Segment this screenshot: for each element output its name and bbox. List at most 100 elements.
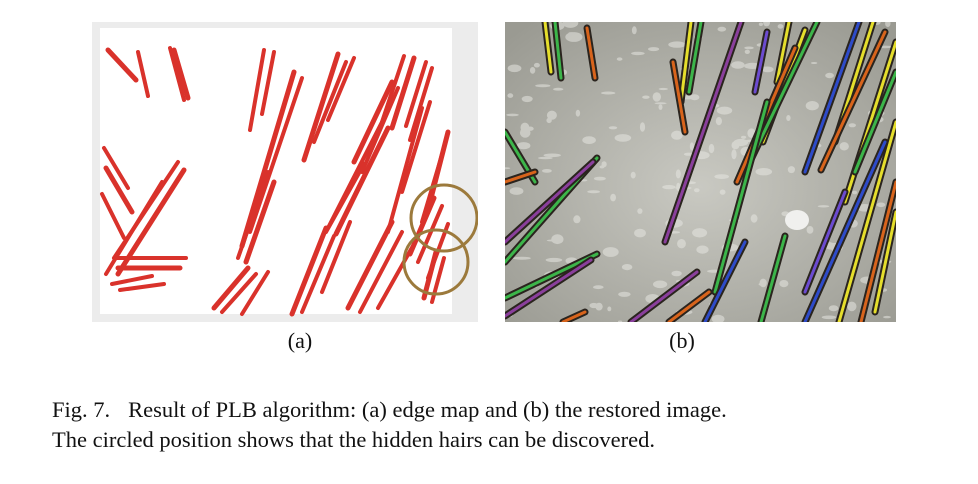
skin-speck	[520, 122, 530, 133]
caption-line-2: The circled position shows that the hidd…	[52, 427, 655, 452]
skin-speck	[608, 126, 618, 130]
skin-speck	[637, 208, 643, 214]
edge-segment	[236, 170, 270, 260]
skin-speck	[639, 122, 646, 132]
edge-segment	[118, 282, 166, 292]
edge-segment	[110, 274, 154, 286]
hair-overlay	[803, 20, 861, 174]
skin-speck	[593, 285, 604, 290]
edge-segment	[300, 234, 336, 314]
hair-overlay	[837, 120, 898, 324]
hair-overlay	[775, 20, 791, 84]
edge-segment	[211, 265, 251, 311]
skin-speck	[610, 193, 616, 202]
hair-overlay	[873, 210, 898, 314]
edge-segment	[420, 146, 446, 224]
skin-speck	[731, 149, 737, 160]
edge-segment	[400, 100, 432, 194]
skin-speck	[777, 24, 784, 29]
figure-number: Fig. 7.	[52, 397, 111, 422]
skin-speck	[507, 93, 514, 98]
edge-segment	[301, 51, 341, 163]
skin-speck	[694, 188, 700, 193]
hair-overlay	[803, 140, 887, 324]
skin-speck	[733, 138, 749, 147]
skin-speck	[642, 95, 650, 99]
hair-overlay	[663, 20, 743, 244]
skin-speck	[582, 136, 596, 144]
skin-speck	[553, 87, 564, 91]
skin-speck	[758, 282, 766, 286]
skin-speck	[535, 84, 551, 88]
edge-segment	[320, 220, 352, 294]
skin-speck	[621, 264, 633, 271]
skin-speck	[521, 95, 533, 103]
skin-speck	[599, 165, 605, 169]
skin-speck	[717, 26, 727, 32]
hair-overlay	[671, 60, 687, 134]
skin-speck	[741, 135, 747, 139]
skin-speck	[601, 91, 616, 95]
skin-speck	[696, 245, 709, 254]
skin-speck	[545, 257, 563, 263]
skin-speck	[786, 115, 791, 121]
edge-segment	[260, 50, 276, 116]
skin-speck	[546, 110, 557, 120]
skin-speck	[587, 190, 600, 194]
edge-segment	[248, 76, 304, 234]
skin-speck	[839, 142, 849, 151]
skin-speck	[614, 134, 632, 142]
edge-segment	[380, 54, 406, 124]
edge-segment	[171, 47, 191, 101]
skin-speck	[848, 123, 856, 128]
hair-overlay	[503, 252, 599, 300]
edge-segment	[333, 125, 391, 237]
hair-overlay	[853, 70, 898, 174]
skin-speck	[787, 166, 795, 174]
edge-segment	[168, 46, 186, 102]
edge-map-image	[92, 22, 479, 322]
skin-speck	[593, 176, 606, 181]
skin-speck	[885, 20, 891, 27]
skin-speck	[529, 67, 536, 74]
skin-speck	[810, 62, 818, 64]
skin-speck	[731, 61, 745, 69]
hair-overlay	[585, 26, 597, 80]
hair-overlay	[553, 20, 563, 80]
caption-text-1: Result of PLB algorithm: (a) edge map an…	[128, 397, 727, 422]
hair-overlay	[561, 310, 587, 324]
hair-overlay	[503, 258, 593, 318]
skin-speck	[616, 57, 623, 61]
figure-caption: Fig. 7. Result of PLB algorithm: (a) edge…	[52, 395, 942, 455]
hair-overlay	[687, 20, 703, 94]
edge-map-panel	[92, 22, 479, 322]
skin-speck	[538, 156, 553, 160]
skin-speck	[671, 270, 682, 277]
skin-speck	[631, 26, 637, 35]
hair-overlay	[759, 234, 787, 324]
restored-image-panel	[499, 17, 900, 326]
edge-segment	[386, 106, 424, 234]
skin-speck	[708, 143, 715, 154]
edge-segment	[389, 55, 417, 131]
edge-segment	[100, 192, 126, 240]
skin-speck	[825, 72, 834, 79]
skin-speck	[711, 314, 725, 324]
edge-segment	[351, 79, 395, 165]
skin-speck	[602, 247, 619, 257]
hair-overlay	[679, 20, 693, 104]
panel-b-label: (b)	[669, 328, 695, 353]
skin-speck	[565, 32, 583, 42]
skin-speck	[506, 113, 519, 117]
skin-speck	[671, 130, 683, 140]
skin-speck	[662, 185, 676, 190]
edge-segment	[240, 270, 270, 316]
edge-segment	[220, 272, 258, 314]
skin-speck	[689, 142, 694, 151]
skin-speck	[573, 215, 581, 224]
skin-speck	[755, 168, 773, 176]
skin-speck	[883, 315, 891, 319]
skin-speck	[507, 64, 522, 73]
hair-overlay	[859, 180, 898, 324]
panel-a-label: (a)	[287, 328, 313, 353]
